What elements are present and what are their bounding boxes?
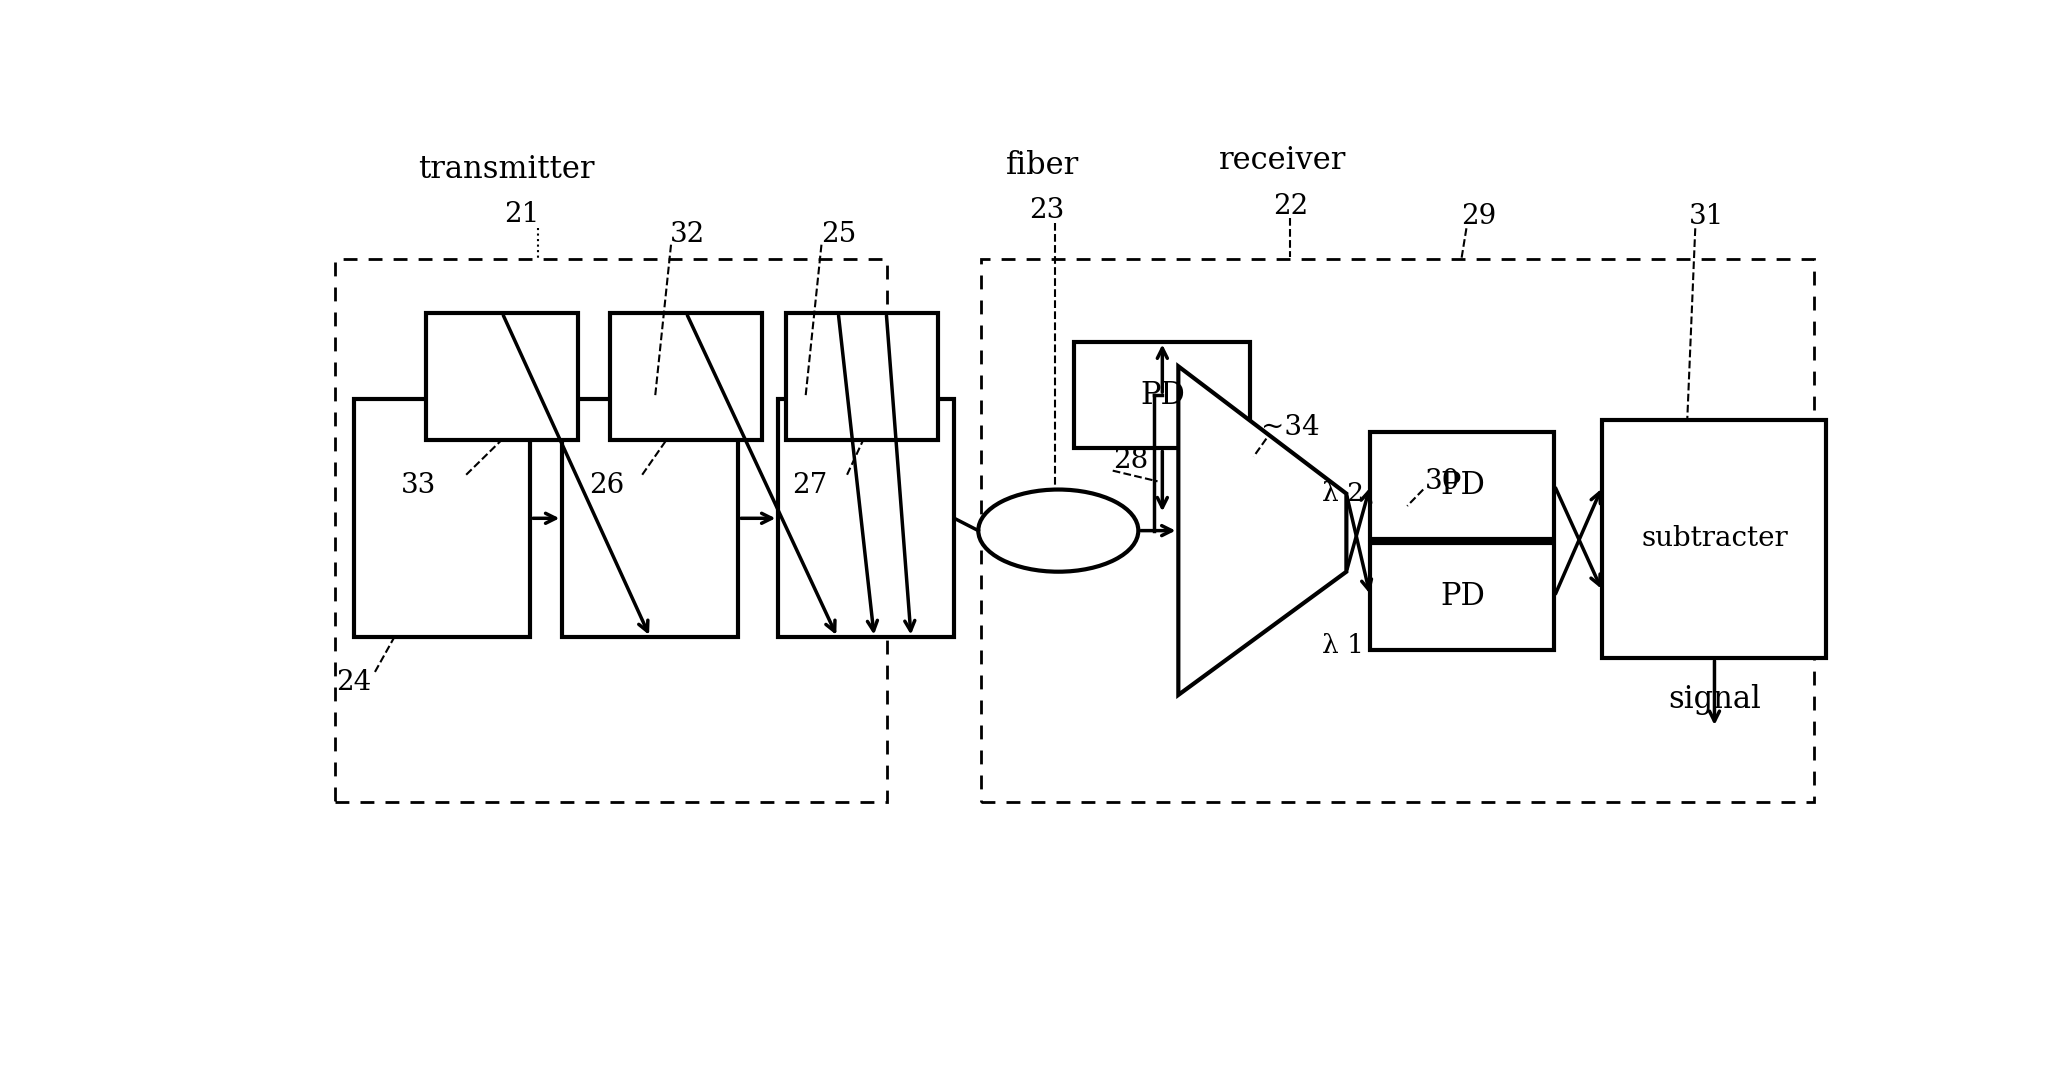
Bar (425, 313, 578, 441)
Text: PD: PD (1140, 380, 1185, 411)
Text: λ 2: λ 2 (1322, 481, 1365, 506)
Text: PD: PD (1439, 469, 1485, 500)
Text: 25: 25 (822, 221, 857, 249)
Text: 31: 31 (1689, 204, 1724, 230)
Text: 23: 23 (1030, 196, 1066, 224)
Polygon shape (1179, 366, 1346, 695)
Text: 22: 22 (1272, 192, 1307, 220)
Text: ~34: ~34 (1262, 414, 1320, 442)
Bar (779, 399, 954, 637)
Text: 27: 27 (793, 472, 828, 499)
Text: 28: 28 (1113, 447, 1148, 475)
Bar (981, 259, 1813, 801)
Circle shape (979, 490, 1138, 572)
Bar (355, 399, 531, 637)
Text: transmitter: transmitter (417, 154, 595, 185)
Text: 30: 30 (1425, 467, 1460, 495)
Text: 32: 32 (669, 221, 704, 249)
Bar (335, 259, 888, 801)
Bar (1602, 419, 1828, 658)
Bar (562, 399, 739, 637)
Text: fiber: fiber (1006, 149, 1078, 180)
Text: signal: signal (1669, 684, 1761, 715)
Text: subtracter: subtracter (1642, 525, 1788, 553)
Bar (787, 313, 938, 441)
Bar (611, 313, 762, 441)
Text: 24: 24 (337, 669, 372, 696)
Text: PD: PD (1439, 580, 1485, 611)
Bar (1074, 341, 1249, 448)
Text: 29: 29 (1462, 204, 1497, 230)
Text: 21: 21 (504, 201, 539, 228)
Text: 33: 33 (401, 472, 436, 499)
Text: 26: 26 (589, 472, 624, 499)
Bar (1371, 432, 1555, 539)
Bar (1371, 543, 1555, 650)
Text: receiver: receiver (1218, 145, 1346, 176)
Text: λ 1: λ 1 (1322, 633, 1365, 658)
